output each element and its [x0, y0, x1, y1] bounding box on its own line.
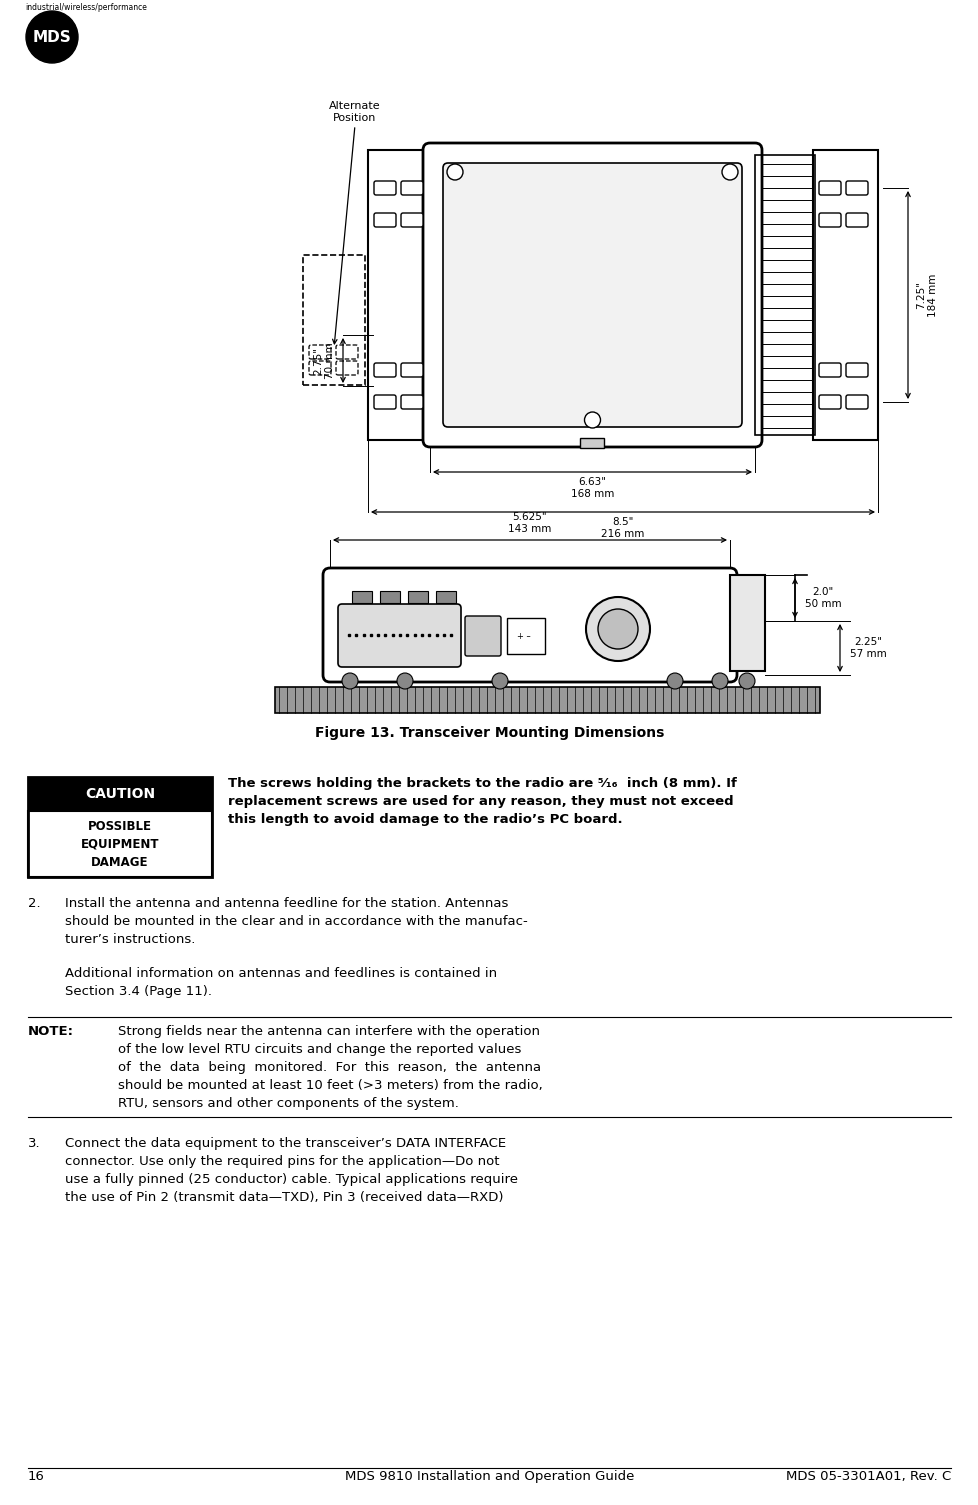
FancyBboxPatch shape: [845, 181, 867, 196]
Text: NOTE:: NOTE:: [28, 1025, 74, 1038]
Text: 16: 16: [28, 1470, 45, 1482]
Circle shape: [586, 597, 649, 661]
Text: Additional information on antennas and feedlines is contained in
Section 3.4 (Pa: Additional information on antennas and f…: [65, 968, 497, 998]
Bar: [408, 591, 427, 604]
Bar: [368, 150, 429, 439]
FancyBboxPatch shape: [422, 143, 761, 447]
FancyBboxPatch shape: [374, 394, 395, 409]
Text: Figure 13. Transceiver Mounting Dimensions: Figure 13. Transceiver Mounting Dimensio…: [315, 725, 663, 740]
Circle shape: [598, 610, 638, 649]
Text: industrial/wireless/performance: industrial/wireless/performance: [25, 3, 147, 12]
Circle shape: [584, 412, 600, 427]
Circle shape: [738, 673, 754, 689]
Circle shape: [711, 673, 728, 689]
FancyBboxPatch shape: [507, 619, 545, 655]
Bar: [28, 777, 212, 877]
FancyBboxPatch shape: [374, 214, 395, 227]
FancyBboxPatch shape: [401, 181, 422, 196]
FancyBboxPatch shape: [401, 394, 422, 409]
Bar: [379, 591, 400, 604]
Text: Install the antenna and antenna feedline for the station. Antennas
should be mou: Install the antenna and antenna feedline…: [65, 897, 527, 947]
Circle shape: [447, 164, 463, 181]
Text: 5.625"
143 mm: 5.625" 143 mm: [508, 512, 552, 534]
FancyBboxPatch shape: [845, 214, 867, 227]
Bar: [580, 438, 603, 448]
Text: CAUTION: CAUTION: [85, 787, 155, 801]
Text: 7.25"
184 mm: 7.25" 184 mm: [915, 274, 937, 316]
FancyBboxPatch shape: [374, 363, 395, 376]
Text: MDS 05-3301A01, Rev. C: MDS 05-3301A01, Rev. C: [785, 1470, 950, 1482]
Circle shape: [666, 673, 683, 689]
FancyBboxPatch shape: [401, 363, 422, 376]
FancyBboxPatch shape: [323, 567, 736, 682]
Bar: [352, 591, 372, 604]
Circle shape: [341, 673, 358, 689]
Text: 8.5"
216 mm: 8.5" 216 mm: [600, 518, 645, 539]
Bar: [302, 254, 365, 385]
Text: The screws holding the brackets to the radio are ⁵⁄₁₆  inch (8 mm). If
replaceme: The screws holding the brackets to the r…: [228, 777, 736, 826]
Bar: [28, 777, 212, 811]
Text: Alternate
Position: Alternate Position: [329, 101, 380, 123]
FancyBboxPatch shape: [819, 363, 840, 376]
Bar: [28, 811, 212, 877]
Text: Connect the data equipment to the transceiver’s DATA INTERFACE
connector. Use on: Connect the data equipment to the transc…: [65, 1136, 517, 1204]
Text: POSSIBLE
EQUIPMENT
DAMAGE: POSSIBLE EQUIPMENT DAMAGE: [80, 820, 159, 868]
FancyBboxPatch shape: [845, 363, 867, 376]
FancyBboxPatch shape: [465, 616, 501, 656]
FancyBboxPatch shape: [819, 214, 840, 227]
Text: Strong fields near the antenna can interfere with the operation
of the low level: Strong fields near the antenna can inter…: [118, 1025, 542, 1111]
Bar: [435, 591, 456, 604]
Circle shape: [721, 164, 737, 181]
FancyBboxPatch shape: [845, 394, 867, 409]
Bar: [754, 155, 814, 435]
Text: MDS: MDS: [32, 30, 71, 45]
Bar: [730, 575, 764, 671]
Text: MDS 9810 Installation and Operation Guide: MDS 9810 Installation and Operation Guid…: [344, 1470, 634, 1482]
FancyBboxPatch shape: [337, 604, 461, 667]
FancyBboxPatch shape: [819, 394, 840, 409]
Circle shape: [397, 673, 413, 689]
Text: 2.75"
70 mm: 2.75" 70 mm: [313, 342, 334, 379]
Text: 2.: 2.: [28, 897, 40, 911]
Text: + –: + –: [516, 632, 530, 641]
Bar: [812, 150, 877, 439]
FancyBboxPatch shape: [819, 181, 840, 196]
FancyBboxPatch shape: [401, 214, 422, 227]
Text: 2.25"
57 mm: 2.25" 57 mm: [849, 637, 886, 659]
Text: 6.63"
168 mm: 6.63" 168 mm: [570, 477, 613, 498]
FancyBboxPatch shape: [443, 163, 741, 427]
Text: 3.: 3.: [28, 1136, 40, 1150]
FancyBboxPatch shape: [374, 181, 395, 196]
Text: 2.0"
50 mm: 2.0" 50 mm: [804, 587, 841, 610]
Bar: [275, 686, 820, 713]
Circle shape: [492, 673, 508, 689]
Circle shape: [26, 11, 78, 63]
